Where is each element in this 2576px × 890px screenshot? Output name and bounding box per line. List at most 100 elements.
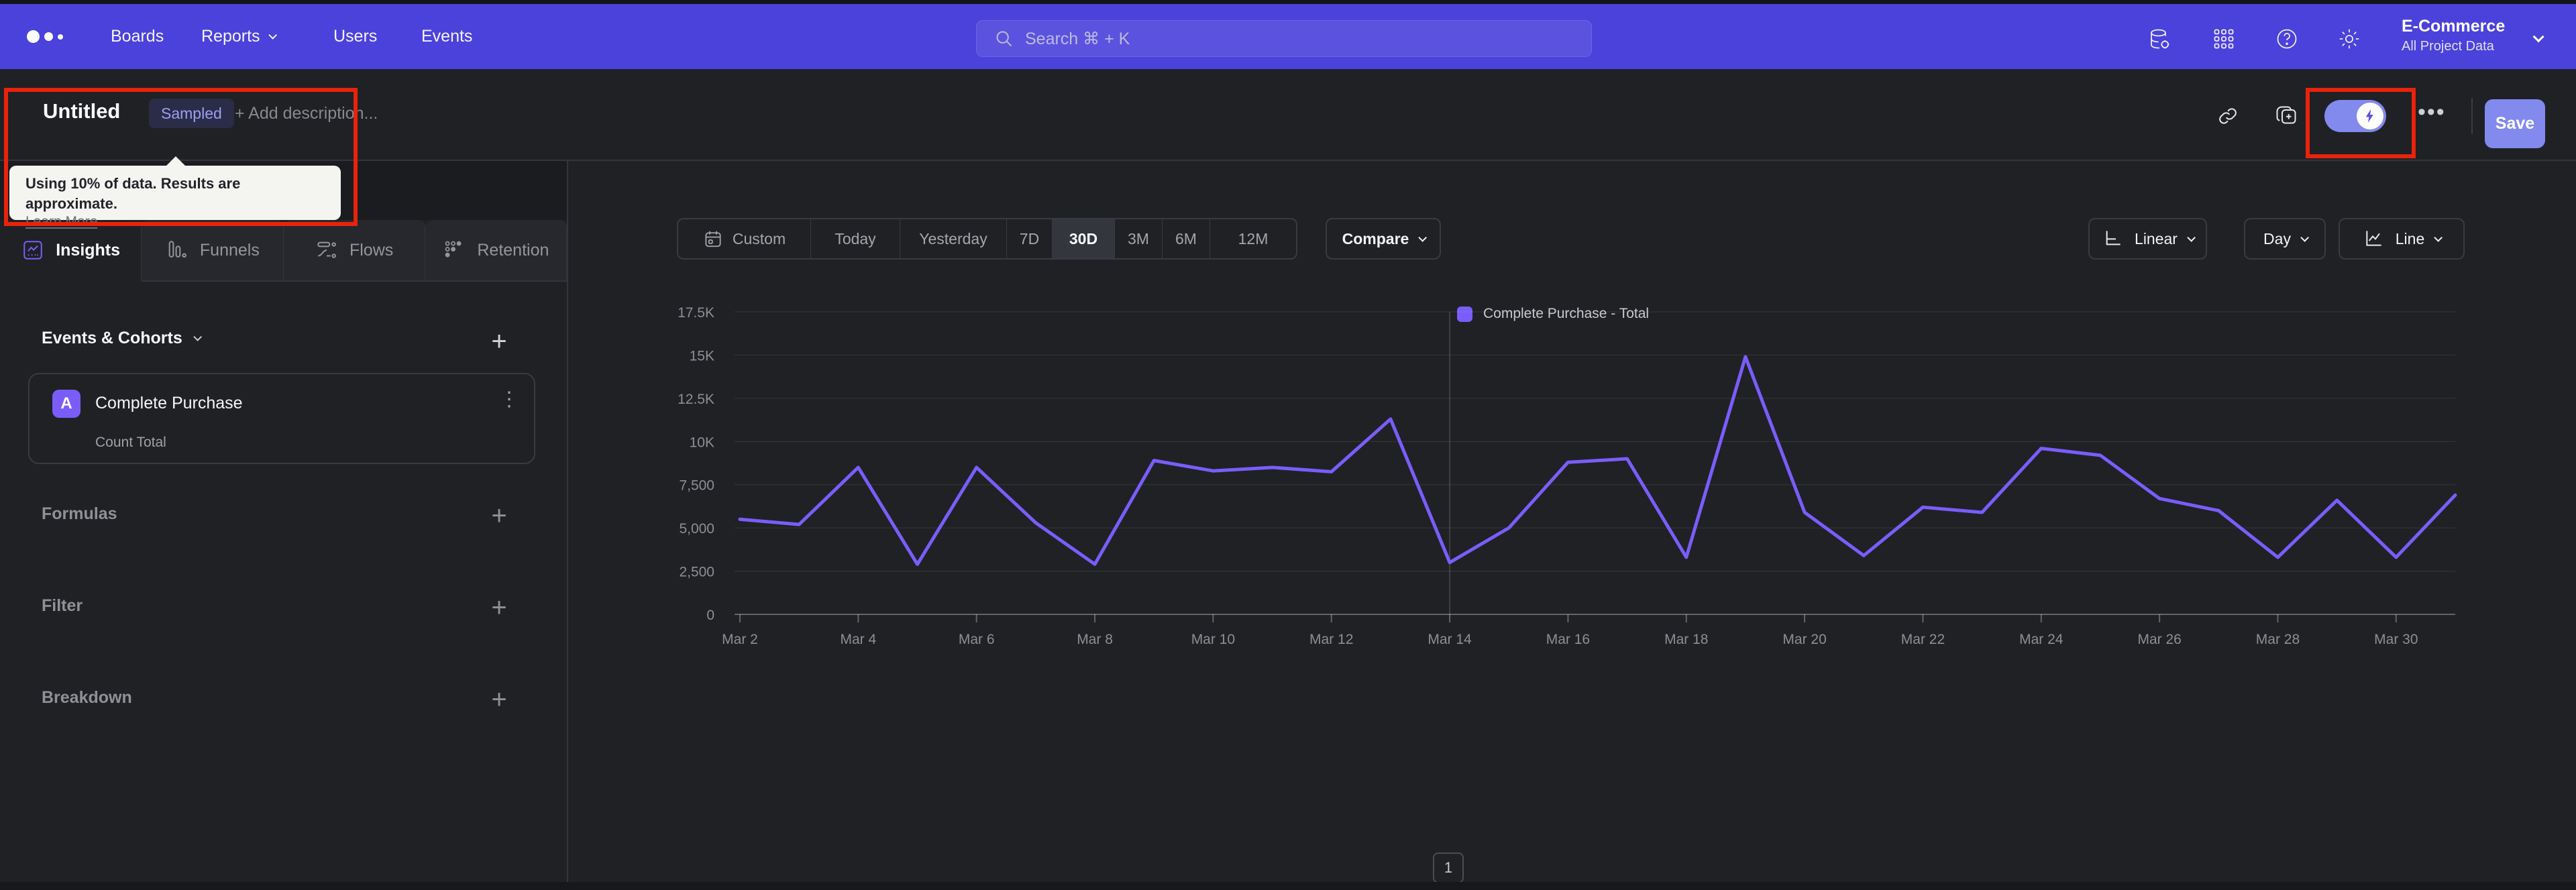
tab-label: Insights	[56, 240, 121, 260]
project-name: E-Commerce	[2402, 17, 2506, 36]
chevron-down-icon	[268, 31, 277, 40]
add-description-field[interactable]: + Add description...	[235, 104, 378, 123]
settings-gear-icon[interactable]	[2337, 26, 2362, 52]
pagination-page-1[interactable]: 1	[1433, 852, 1464, 883]
top-nav-bar: Boards Reports Users Events Search ⌘ + K…	[0, 4, 2576, 69]
project-selector[interactable]: E-Commerce All Project Data	[2402, 15, 2505, 55]
flows-icon	[315, 238, 339, 262]
legend-item[interactable]: Complete Purchase - Total	[1457, 306, 1649, 322]
filter-section-label: Filter	[42, 596, 83, 615]
linear-axis-icon	[2102, 227, 2125, 250]
report-tabs: Insights Funnels Flows Retention	[0, 220, 567, 282]
apps-grid-icon[interactable]	[2211, 26, 2237, 52]
x-axis-label: Mar 8	[1077, 632, 1113, 647]
x-axis-label: Mar 20	[1782, 632, 1826, 647]
sampling-tooltip: Using 10% of data. Results are approxima…	[9, 156, 341, 229]
chart-type-dropdown[interactable]: Line	[2339, 218, 2465, 260]
nav-item-events[interactable]: Events	[421, 27, 473, 46]
range-12m[interactable]: 12M	[1238, 229, 1269, 247]
search-input[interactable]: Search ⌘ + K	[976, 20, 1592, 57]
range-today[interactable]: Today	[811, 219, 900, 258]
add-formula-button[interactable]: +	[484, 501, 514, 531]
tab-flows[interactable]: Flows	[283, 220, 425, 282]
window-edge	[0, 882, 2576, 890]
y-axis-label: 17.5K	[678, 305, 714, 321]
event-name: Complete Purchase	[95, 394, 243, 412]
event-letter-badge: A	[52, 390, 80, 418]
funnels-icon	[165, 238, 189, 262]
logo-dot	[44, 32, 53, 41]
window-edge	[0, 0, 2576, 4]
range-7d[interactable]: 7D	[1007, 219, 1053, 258]
project-scope: All Project Data	[2402, 39, 2494, 54]
save-button[interactable]: Save	[2485, 99, 2545, 148]
line-chart-icon	[2363, 227, 2386, 250]
scale-dropdown[interactable]: Linear	[2088, 218, 2207, 260]
y-axis-label: 5,000	[679, 521, 714, 537]
y-axis-label: 0	[706, 608, 714, 623]
add-event-button[interactable]: +	[484, 327, 514, 356]
insights-icon	[21, 238, 45, 262]
add-breakdown-button[interactable]: +	[484, 685, 514, 714]
event-card[interactable]: A Complete Purchase ⋮ Count Total	[28, 373, 535, 464]
compare-button[interactable]: Compare	[1326, 218, 1441, 260]
x-axis-label: Mar 6	[959, 632, 995, 647]
tooltip-text: Using 10% of data. Results are approxima…	[25, 175, 241, 212]
x-axis-label: Mar 2	[722, 632, 758, 647]
range-custom[interactable]: Custom	[678, 219, 811, 258]
date-range-segmented-control: Custom Today Yesterday 7D 30D 3M 6M 12M	[677, 218, 1297, 260]
calendar-icon	[703, 229, 723, 249]
legend-swatch	[1457, 306, 1472, 322]
series-line[interactable]	[740, 357, 2455, 564]
events-cohorts-heading[interactable]: Events & Cohorts	[42, 329, 202, 348]
y-axis-label: 12.5K	[678, 392, 714, 407]
chevron-down-icon	[2187, 233, 2196, 242]
tab-label: Flows	[349, 240, 394, 260]
x-axis-label: Mar 12	[1309, 632, 1353, 647]
x-axis-label: Mar 18	[1664, 632, 1708, 647]
tab-retention[interactable]: Retention	[425, 220, 567, 282]
event-metric[interactable]: Count Total	[95, 435, 166, 450]
help-icon[interactable]	[2274, 26, 2300, 52]
range-3m[interactable]: 3M	[1115, 219, 1163, 258]
report-title[interactable]: Untitled	[43, 99, 121, 123]
more-options-icon[interactable]: •••	[2418, 99, 2446, 125]
x-axis-label: Mar 26	[2137, 632, 2181, 647]
event-kebab-menu-icon[interactable]: ⋮	[499, 388, 519, 410]
logo-dot	[27, 30, 40, 43]
report-title-bar	[0, 69, 2576, 161]
panel-divider	[567, 161, 568, 890]
chevron-down-icon	[2300, 233, 2309, 242]
interval-dropdown[interactable]: Day	[2244, 218, 2326, 260]
sampled-badge[interactable]: Sampled	[149, 99, 234, 128]
tab-insights[interactable]: Insights	[0, 220, 142, 282]
lightning-bolt-icon	[2357, 103, 2383, 129]
nav-item-users[interactable]: Users	[333, 27, 378, 46]
learn-more-link[interactable]: Learn More	[25, 214, 98, 229]
tab-funnels[interactable]: Funnels	[142, 220, 284, 282]
x-axis-label: Mar 4	[841, 632, 877, 647]
copy-link-icon[interactable]	[2216, 104, 2240, 128]
add-to-board-icon[interactable]	[2274, 104, 2298, 128]
y-axis-label: 2,500	[679, 565, 714, 580]
search-placeholder: Search ⌘ + K	[1025, 29, 1130, 48]
sampling-toggle[interactable]	[2324, 100, 2386, 132]
chevron-down-icon	[1418, 233, 1428, 242]
range-6m[interactable]: 6M	[1163, 219, 1210, 258]
range-30d[interactable]: 30D	[1053, 219, 1115, 258]
divider	[2471, 98, 2473, 134]
nav-item-boards[interactable]: Boards	[111, 27, 164, 46]
line-chart: 0 2,500 5,000 7,500 10K 12.5K 15K 17.5K Mar 2 Mar…	[678, 305, 2576, 647]
data-management-icon[interactable]	[2147, 26, 2172, 52]
project-chevron-down-icon[interactable]	[2532, 31, 2544, 46]
tab-label: Retention	[477, 240, 549, 260]
retention-icon	[442, 238, 466, 262]
tab-label: Funnels	[199, 240, 260, 260]
mixpanel-logo-icon[interactable]	[27, 30, 80, 43]
range-yesterday[interactable]: Yesterday	[900, 219, 1007, 258]
x-axis-label: Mar 14	[1428, 632, 1472, 647]
nav-item-reports[interactable]: Reports	[201, 27, 277, 46]
formulas-section-label: Formulas	[42, 504, 117, 523]
add-filter-button[interactable]: +	[484, 593, 514, 622]
